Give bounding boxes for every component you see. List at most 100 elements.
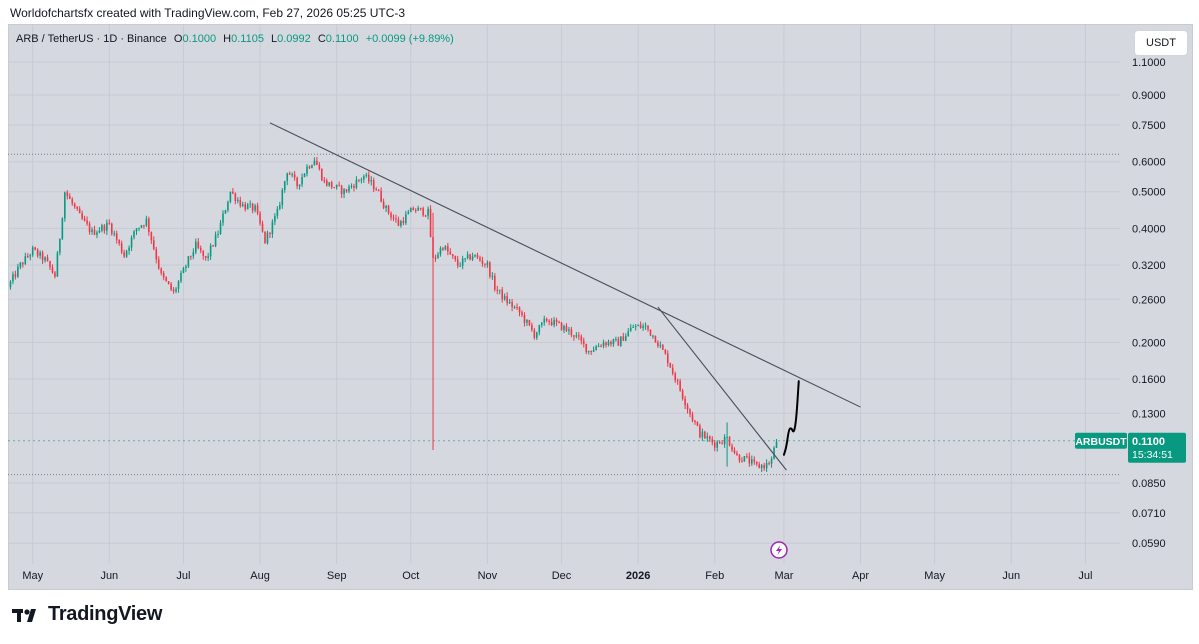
candle-body [68, 195, 71, 200]
candle-body [424, 215, 427, 217]
candle-body [755, 461, 758, 465]
candle-body [513, 306, 516, 308]
candle-body [699, 425, 701, 438]
candle-body [681, 390, 684, 399]
candle-body [496, 289, 499, 291]
candle-body [387, 205, 390, 214]
candle-body [152, 240, 155, 250]
candle-body [328, 182, 331, 186]
candle-body [261, 223, 264, 232]
open-value: 0.1000 [182, 33, 217, 45]
candle-body [316, 160, 318, 165]
date-tick-label: Sep [327, 570, 347, 582]
candle-body [412, 207, 415, 211]
candle-body [545, 318, 548, 321]
candle-body [689, 409, 691, 415]
candle-body [558, 322, 560, 324]
date-tick-label: Jul [1078, 570, 1092, 582]
trendline [657, 306, 787, 471]
candle-body [54, 272, 56, 277]
price-tick-label: 1.1000 [1132, 57, 1166, 69]
candle-body [637, 324, 639, 327]
candle-body [311, 165, 313, 169]
candle-body [335, 184, 338, 188]
candle-body [479, 257, 481, 261]
candle-body [654, 335, 657, 343]
candle-body [318, 164, 321, 169]
candle-body [575, 335, 578, 337]
candle-body [31, 247, 34, 256]
change-value: +0.0099 (+9.89%) [365, 33, 454, 45]
date-tick-label: Mar [774, 570, 793, 582]
candle-body [204, 255, 207, 259]
candle-body [237, 199, 239, 201]
candle-body [728, 436, 731, 446]
candle-body [610, 341, 612, 345]
candle-body [741, 460, 743, 462]
candle-body [674, 373, 676, 381]
price-tag-bg [1128, 432, 1186, 463]
candle-body [64, 192, 66, 219]
candle-body [676, 380, 679, 382]
candle-body [345, 189, 348, 192]
high-value: 0.1105 [231, 33, 264, 45]
axis-labels: 1.1000 0.9000 0.7500 0.6000 0.5000 0.4000 0.32… [22, 57, 1165, 582]
candle-body [66, 192, 69, 196]
candle-body [597, 346, 600, 348]
candle-body [434, 257, 437, 259]
candle-body [405, 214, 407, 224]
candle-body [293, 174, 296, 178]
price-tick-label: 0.1600 [1132, 374, 1166, 386]
candle-body [34, 247, 36, 250]
candle-body [110, 223, 113, 234]
candle-body [570, 329, 573, 336]
candle-body [348, 186, 350, 192]
candle-body [358, 179, 360, 181]
date-tick-label: Aug [250, 570, 270, 582]
high-label: H [223, 33, 232, 45]
candle-body [251, 203, 254, 211]
candle-body [39, 252, 41, 256]
candle-body [540, 322, 543, 325]
candle-body [531, 325, 533, 331]
candle-body [229, 191, 232, 202]
candle-body [578, 335, 580, 337]
candle-body [195, 241, 197, 253]
symbol-tag-bg [1075, 432, 1127, 449]
candle-body [511, 301, 513, 308]
candle-body [600, 346, 602, 348]
candle-body [402, 220, 405, 224]
candle-body [526, 320, 528, 323]
candle-body [454, 256, 457, 260]
candle-body [627, 331, 630, 337]
price-tick-label: 0.7500 [1132, 120, 1166, 132]
chart-pane[interactable] [8, 24, 1193, 590]
candle-body [150, 231, 153, 241]
date-tick-label: Dec [552, 570, 572, 582]
candle-body [41, 252, 44, 261]
tradingview-logo[interactable]: TradingView [12, 603, 162, 626]
candle-body [177, 281, 180, 289]
candle-body [506, 296, 508, 304]
candle-body [657, 342, 659, 347]
price-chart[interactable]: 1.1000 0.9000 0.7500 0.6000 0.5000 0.4000 0.32… [8, 24, 1191, 588]
candle-body [288, 173, 291, 175]
candle-body [244, 204, 247, 210]
candle-body [91, 229, 93, 232]
candle-body [291, 174, 293, 176]
candle-body [46, 257, 49, 262]
candle-body [459, 265, 462, 267]
candle-body [130, 237, 133, 248]
candle-body [664, 349, 667, 354]
candle-body [274, 216, 276, 222]
candle-body [128, 247, 130, 251]
price-tick-label: 0.6000 [1132, 157, 1166, 169]
candle-body [548, 320, 550, 322]
date-tick-label: Jun [1002, 570, 1020, 582]
candle-body [751, 459, 753, 464]
candle-body [133, 231, 135, 238]
candle-body [26, 256, 29, 258]
low-label: L [271, 33, 278, 45]
candle-body [143, 225, 145, 227]
currency-button[interactable]: USDT [1134, 30, 1188, 56]
